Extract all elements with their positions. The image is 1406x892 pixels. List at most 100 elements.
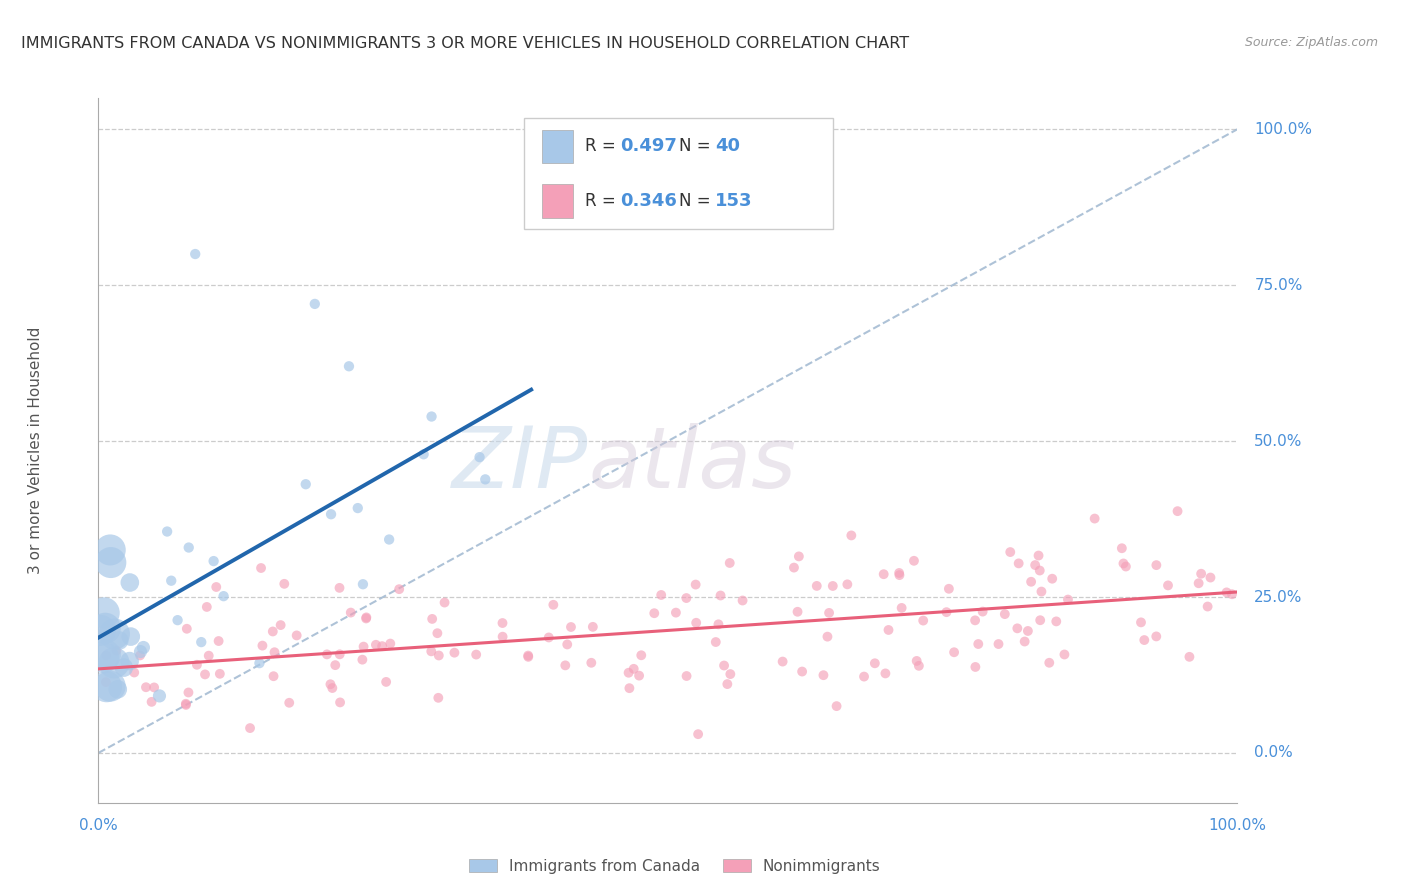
Point bbox=[160, 574, 183, 588]
Point bbox=[1029, 613, 1052, 627]
Point bbox=[792, 665, 814, 679]
Point bbox=[685, 577, 707, 591]
Point bbox=[346, 501, 368, 516]
Point bbox=[1144, 629, 1167, 643]
Point bbox=[375, 674, 398, 689]
Point bbox=[174, 697, 197, 711]
Point bbox=[378, 533, 401, 547]
Point bbox=[1130, 615, 1153, 630]
Point bbox=[427, 690, 450, 705]
Text: 50.0%: 50.0% bbox=[1254, 434, 1303, 449]
Point bbox=[94, 648, 117, 662]
Point bbox=[239, 721, 262, 735]
Point bbox=[650, 588, 672, 602]
Point bbox=[1008, 557, 1031, 571]
Point bbox=[863, 657, 886, 671]
Point bbox=[420, 612, 443, 626]
Text: 100.0%: 100.0% bbox=[1254, 122, 1312, 136]
Point bbox=[1157, 578, 1180, 592]
Point bbox=[122, 665, 145, 680]
Point bbox=[93, 606, 115, 620]
Point bbox=[278, 696, 301, 710]
Point bbox=[554, 658, 576, 673]
Point bbox=[889, 568, 911, 582]
Point bbox=[1111, 541, 1133, 556]
Point bbox=[821, 579, 844, 593]
Point bbox=[107, 682, 129, 697]
Point bbox=[491, 630, 513, 644]
Point bbox=[889, 566, 911, 580]
Point bbox=[356, 610, 378, 624]
Point bbox=[207, 634, 229, 648]
Point bbox=[813, 668, 835, 682]
Point bbox=[1115, 559, 1137, 574]
Point bbox=[1084, 511, 1107, 525]
Point bbox=[156, 524, 179, 539]
Point bbox=[908, 658, 931, 673]
Point bbox=[543, 598, 565, 612]
Point bbox=[1178, 649, 1201, 664]
Point bbox=[319, 677, 342, 691]
Point bbox=[1014, 634, 1036, 648]
Point bbox=[837, 577, 859, 591]
Point bbox=[1040, 572, 1063, 586]
Point bbox=[141, 695, 163, 709]
Point bbox=[903, 554, 925, 568]
Text: 0.497: 0.497 bbox=[620, 137, 676, 155]
Text: 153: 153 bbox=[716, 192, 752, 210]
Point bbox=[965, 660, 987, 674]
Point bbox=[491, 615, 513, 630]
Point bbox=[643, 606, 665, 620]
Point bbox=[176, 622, 198, 636]
Point bbox=[294, 477, 316, 491]
Point bbox=[412, 447, 434, 461]
Point bbox=[129, 648, 152, 663]
Point bbox=[1007, 621, 1029, 635]
Point bbox=[135, 680, 157, 694]
Point bbox=[186, 657, 208, 672]
Point bbox=[873, 567, 896, 582]
Point bbox=[103, 627, 125, 641]
Point bbox=[316, 648, 339, 662]
Point bbox=[426, 626, 449, 640]
Point bbox=[93, 650, 115, 665]
Point bbox=[517, 648, 540, 663]
Point bbox=[617, 665, 640, 680]
Point bbox=[1215, 585, 1237, 599]
Point bbox=[174, 698, 197, 712]
Point bbox=[148, 689, 170, 703]
Point bbox=[841, 528, 863, 542]
Point bbox=[665, 606, 688, 620]
Point bbox=[675, 669, 697, 683]
Point bbox=[118, 575, 141, 590]
Point bbox=[380, 637, 402, 651]
Point bbox=[581, 656, 603, 670]
Text: 25.0%: 25.0% bbox=[1254, 590, 1303, 605]
Text: ZIP: ZIP bbox=[451, 423, 588, 506]
Point bbox=[704, 635, 727, 649]
Point bbox=[1029, 564, 1052, 578]
Point bbox=[120, 630, 142, 644]
Point bbox=[707, 617, 730, 632]
Point bbox=[786, 605, 808, 619]
Point bbox=[352, 577, 374, 591]
Point bbox=[112, 660, 135, 674]
Point bbox=[1038, 656, 1060, 670]
Point bbox=[166, 613, 188, 627]
Text: atlas: atlas bbox=[588, 423, 796, 506]
Point bbox=[474, 472, 496, 486]
Point bbox=[537, 631, 560, 645]
Point bbox=[319, 507, 342, 521]
Point bbox=[912, 614, 935, 628]
Point bbox=[94, 675, 117, 690]
Point bbox=[177, 541, 200, 555]
Point bbox=[713, 658, 735, 673]
Point bbox=[1144, 558, 1167, 573]
Point bbox=[1031, 584, 1053, 599]
Point bbox=[143, 681, 166, 695]
Point bbox=[323, 658, 346, 673]
Legend: Immigrants from Canada, Nonimmigrants: Immigrants from Canada, Nonimmigrants bbox=[463, 853, 887, 880]
Text: N =: N = bbox=[679, 137, 716, 155]
Point bbox=[818, 606, 841, 620]
Point bbox=[354, 611, 377, 625]
